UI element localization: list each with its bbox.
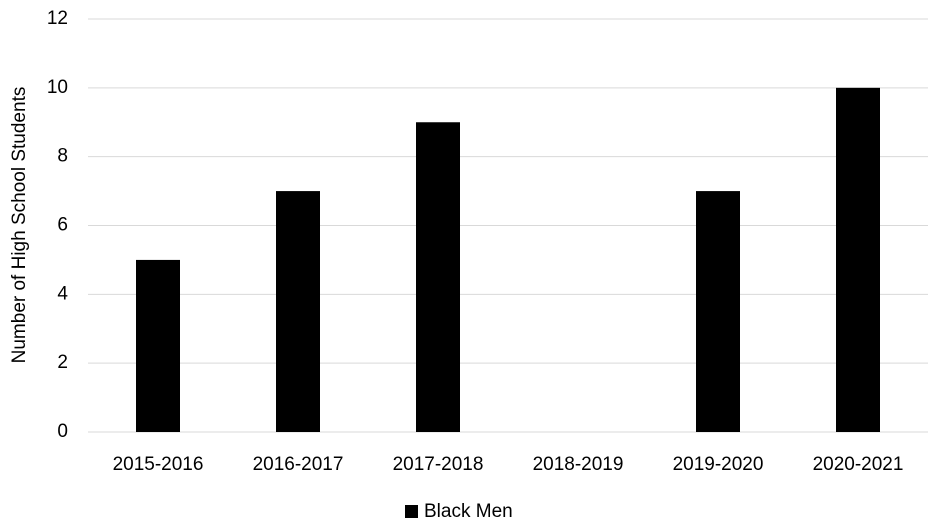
x-tick-label: 2017-2018 [393,454,484,475]
x-tick-label: 2020-2021 [813,454,904,475]
bar [136,259,180,432]
legend-label: Black Men [424,501,513,522]
y-axis-label: Number of High School Students [9,87,30,364]
x-tick-label: 2018-2019 [533,454,624,475]
x-tick-label: 2015-2016 [113,454,204,475]
bar [416,122,460,432]
legend-swatch [405,505,418,518]
y-tick-label: 4 [57,283,68,304]
y-tick-label: 0 [57,421,68,442]
y-tick-label: 6 [57,215,68,236]
y-tick-label: 8 [57,146,68,167]
bar [276,191,320,432]
y-tick-label: 12 [47,8,68,29]
bar [696,191,740,432]
y-tick-label: 10 [47,77,68,98]
bar [836,87,880,432]
x-tick-label: 2019-2020 [673,454,764,475]
y-tick-label: 2 [57,352,68,373]
x-tick-label: 2016-2017 [253,454,344,475]
